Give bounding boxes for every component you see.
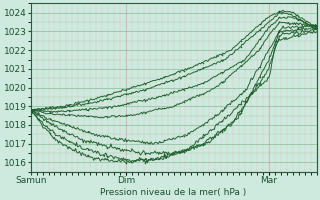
X-axis label: Pression niveau de la mer( hPa ): Pression niveau de la mer( hPa ) bbox=[100, 188, 247, 197]
